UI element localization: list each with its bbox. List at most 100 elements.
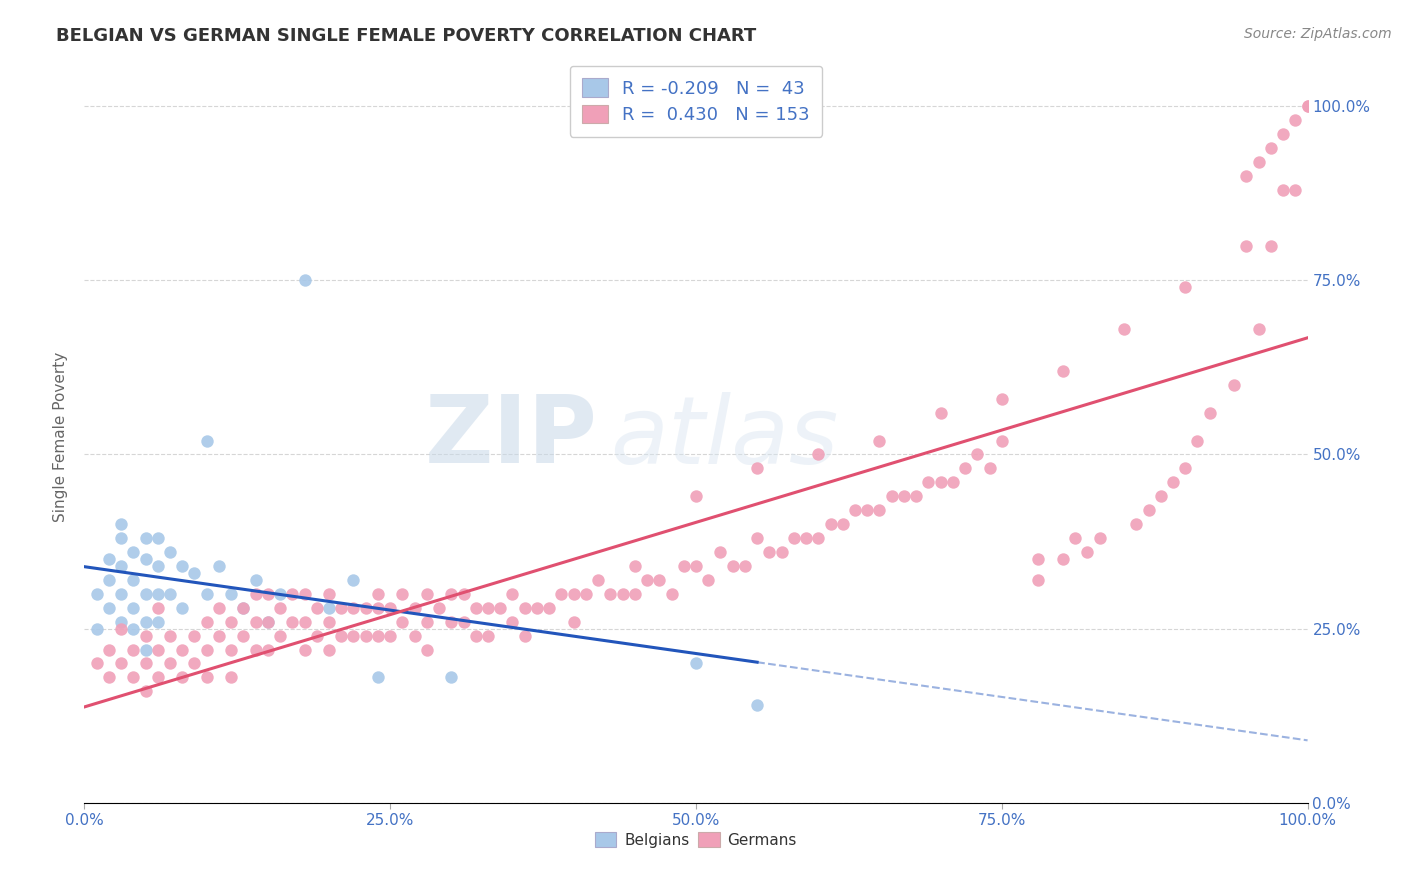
Point bbox=[367, 600, 389, 615]
Text: Source: ZipAtlas.com: Source: ZipAtlas.com bbox=[1244, 27, 1392, 41]
Point bbox=[1272, 183, 1295, 197]
Point bbox=[685, 558, 707, 573]
Point bbox=[1064, 531, 1087, 545]
Point bbox=[966, 448, 988, 462]
Point bbox=[685, 657, 707, 671]
Point bbox=[330, 629, 353, 643]
Point bbox=[1187, 434, 1209, 448]
Point bbox=[758, 545, 780, 559]
Point bbox=[612, 587, 634, 601]
Point bbox=[794, 531, 817, 545]
Point bbox=[245, 642, 267, 657]
Point bbox=[281, 615, 304, 629]
Point bbox=[942, 475, 965, 490]
Point bbox=[97, 552, 120, 566]
Point bbox=[1236, 169, 1258, 183]
Point bbox=[856, 503, 879, 517]
Point bbox=[562, 587, 585, 601]
Point bbox=[245, 573, 267, 587]
Point bbox=[820, 517, 842, 532]
Point bbox=[172, 600, 194, 615]
Point bbox=[1028, 573, 1050, 587]
Point bbox=[1296, 99, 1319, 113]
Point bbox=[135, 552, 157, 566]
Point bbox=[146, 587, 169, 601]
Point bbox=[219, 587, 242, 601]
Point bbox=[342, 573, 364, 587]
Point bbox=[550, 587, 572, 601]
Point bbox=[502, 615, 524, 629]
Point bbox=[1284, 113, 1306, 128]
Text: ZIP: ZIP bbox=[425, 391, 598, 483]
Legend: Belgians, Germans: Belgians, Germans bbox=[589, 825, 803, 854]
Text: atlas: atlas bbox=[610, 392, 838, 483]
Point bbox=[1296, 99, 1319, 113]
Point bbox=[245, 587, 267, 601]
Point bbox=[1088, 531, 1111, 545]
Point bbox=[159, 629, 181, 643]
Point bbox=[97, 600, 120, 615]
Point bbox=[661, 587, 683, 601]
Point bbox=[427, 600, 450, 615]
Point bbox=[440, 587, 463, 601]
Point bbox=[135, 684, 157, 698]
Point bbox=[146, 558, 169, 573]
Point bbox=[86, 587, 108, 601]
Point bbox=[172, 558, 194, 573]
Point bbox=[257, 615, 280, 629]
Point bbox=[195, 670, 218, 684]
Point bbox=[219, 615, 242, 629]
Point bbox=[880, 489, 903, 503]
Point bbox=[135, 615, 157, 629]
Point bbox=[624, 558, 647, 573]
Point bbox=[586, 573, 609, 587]
Point bbox=[257, 615, 280, 629]
Point bbox=[477, 600, 499, 615]
Point bbox=[1174, 461, 1197, 475]
Point bbox=[1236, 238, 1258, 252]
Point bbox=[391, 615, 413, 629]
Point bbox=[195, 642, 218, 657]
Point bbox=[183, 566, 205, 580]
Point bbox=[464, 600, 486, 615]
Point bbox=[183, 657, 205, 671]
Point bbox=[110, 587, 132, 601]
Point bbox=[354, 629, 377, 643]
Point bbox=[269, 600, 291, 615]
Point bbox=[269, 629, 291, 643]
Point bbox=[318, 642, 340, 657]
Point bbox=[294, 615, 316, 629]
Point bbox=[232, 629, 254, 643]
Point bbox=[770, 545, 793, 559]
Point bbox=[86, 657, 108, 671]
Point bbox=[305, 600, 328, 615]
Point bbox=[86, 622, 108, 636]
Point bbox=[135, 629, 157, 643]
Point bbox=[979, 461, 1001, 475]
Point bbox=[1247, 322, 1270, 336]
Point bbox=[110, 517, 132, 532]
Point bbox=[1198, 406, 1220, 420]
Point bbox=[991, 434, 1014, 448]
Point bbox=[1260, 238, 1282, 252]
Point bbox=[146, 531, 169, 545]
Point bbox=[783, 531, 806, 545]
Point bbox=[208, 600, 231, 615]
Point bbox=[1247, 155, 1270, 169]
Point bbox=[1174, 280, 1197, 294]
Point bbox=[380, 600, 402, 615]
Point bbox=[110, 558, 132, 573]
Point bbox=[991, 392, 1014, 406]
Point bbox=[599, 587, 621, 601]
Point bbox=[146, 670, 169, 684]
Point bbox=[354, 600, 377, 615]
Point bbox=[110, 622, 132, 636]
Point bbox=[281, 587, 304, 601]
Point bbox=[624, 587, 647, 601]
Point bbox=[367, 587, 389, 601]
Point bbox=[135, 642, 157, 657]
Point bbox=[342, 600, 364, 615]
Point bbox=[195, 587, 218, 601]
Point bbox=[135, 531, 157, 545]
Point bbox=[697, 573, 720, 587]
